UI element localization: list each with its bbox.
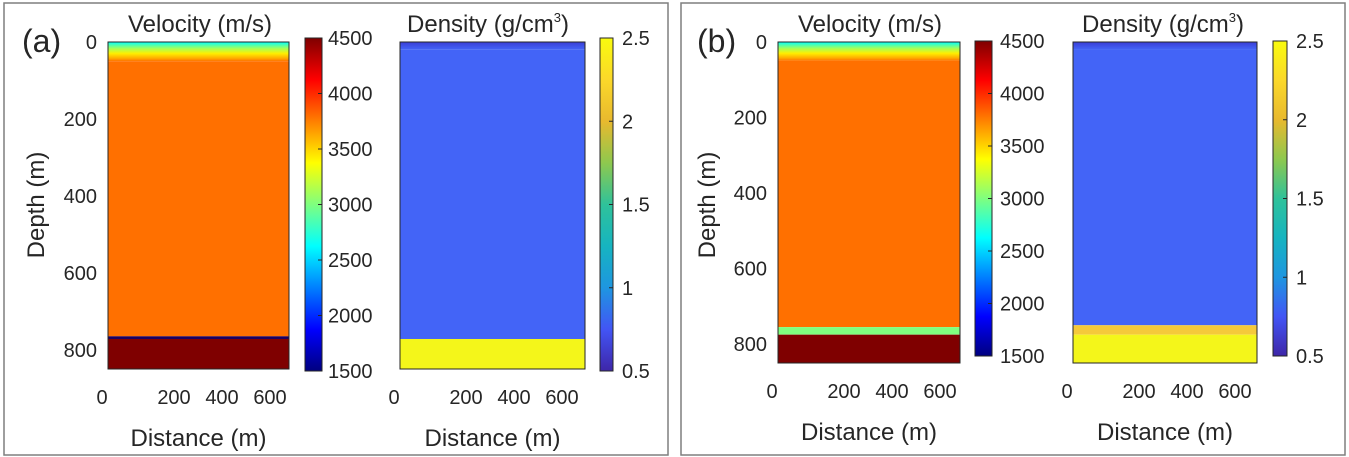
panel-b-density-xtick-label: 0 (1061, 381, 1072, 403)
panel-b-density-colorbar-tick-label: 1.5 (1296, 189, 1324, 211)
panel-a-velocity-ytick-label: 600 (64, 263, 97, 285)
panel-a-density-xtick-label: 200 (449, 387, 482, 409)
panel-a-velocity-xtick-label: 200 (157, 387, 190, 409)
panel-b-density-xlabel: Distance (m) (1097, 419, 1233, 446)
panel-a-density-axes-box (399, 41, 586, 370)
panel-b-velocity-colorbar-tick-label: 4500 (1000, 31, 1045, 53)
panel-b-velocity-layer-2 (778, 327, 960, 335)
panel-b-density-colorbar-tick-label: 2 (1296, 110, 1307, 132)
panel-a-velocity-ytick-label: 0 (86, 32, 97, 54)
panel-b-velocity-xtick-label: 600 (923, 381, 956, 403)
panel-a-density-colorbar-tick-label: 1 (622, 278, 633, 300)
panel-a-density-colorbar-tick-label: 2.5 (622, 28, 650, 50)
panel-b-density-colorbar-tick-label: 1 (1296, 267, 1307, 289)
panel-a-density-xtick-label: 400 (497, 387, 530, 409)
panel-a-velocity-layer-2 (108, 336, 289, 339)
panel-a-velocity-xtick-label: 600 (253, 387, 286, 409)
panel-b-density-axes-box (1072, 41, 1258, 364)
panel-a-velocity-colorbar-tick-label: 4500 (328, 28, 373, 50)
panel-a-velocity-xtick-label: 0 (96, 387, 107, 409)
panel-b-velocity-xtick-label: 400 (875, 381, 908, 403)
panel-b-density-xtick-label: 600 (1218, 381, 1251, 403)
panel-b-velocity-ytick-label: 800 (734, 334, 767, 356)
panel-b-velocity-xtick-label: 200 (827, 381, 860, 403)
panel-b-density-layer-3 (1073, 334, 1257, 363)
panel-b-velocity-ytick-label: 400 (734, 183, 767, 205)
panel-b-velocity-colorbar-tick-label: 4000 (1000, 84, 1045, 106)
panel-a-density-xtick-label: 0 (388, 387, 399, 409)
panel-a-density-layer-2 (400, 338, 585, 369)
panel-b-velocity-ytick-label: 200 (734, 108, 767, 130)
panel-a-velocity-xtick-label: 400 (205, 387, 238, 409)
panel-a-velocity-layer-3 (108, 338, 289, 369)
panel-a-velocity-ytick-label: 200 (64, 109, 97, 131)
panel-a-velocity-xlabel: Distance (m) (130, 425, 266, 452)
panel-b-velocity-colorbar-tick-label: 2000 (1000, 294, 1045, 316)
panel-b-label: (b) (697, 23, 736, 59)
panel-b-velocity-title: Velocity (m/s) (798, 11, 942, 38)
panel-b-density-xtick-label: 400 (1170, 381, 1203, 403)
panel-b-velocity-ytick-label: 600 (734, 259, 767, 281)
panel-a-density-layer-0 (400, 42, 585, 50)
panel-a-velocity-colorbar-tick-label: 2000 (328, 306, 373, 328)
panel-a-velocity-colorbar-tick-label: 3500 (328, 139, 373, 161)
panel-a-velocity-colorbar-tick-label: 4000 (328, 84, 373, 106)
panel-b-velocity-layer-1 (778, 60, 960, 328)
panel-b-velocity-xlabel: Distance (m) (801, 419, 937, 446)
panel-b-velocity-ytick-label: 0 (756, 32, 767, 54)
panel-b-velocity-xtick-label: 0 (766, 381, 777, 403)
panel-b-density-layer-0 (1073, 42, 1257, 50)
panel-a-density-title: Density (g/cm3) (407, 10, 569, 38)
panel-b-density-xtick-label: 200 (1122, 381, 1155, 403)
panel-b-density-colorbar-tick-label: 2.5 (1296, 31, 1324, 53)
panel-b-velocity-layer-0 (778, 42, 960, 61)
panel-b-velocity-colorbar-tick-label: 3000 (1000, 189, 1045, 211)
panel-b-velocity-colorbar-tick-label: 1500 (1000, 346, 1045, 368)
panel-a-velocity-ytick-label: 400 (64, 186, 97, 208)
panel-a-velocity-colorbar-tick-label: 3000 (328, 195, 373, 217)
panel-a-velocity-ytick-label: 800 (64, 340, 97, 362)
panel-a-velocity-axes-box (107, 41, 290, 370)
panel-a-velocity-colorbar-tick-label: 1500 (328, 361, 373, 383)
panel-b-density-layer-1 (1073, 49, 1257, 326)
panel-b-velocity-colorbar-tick-label: 3500 (1000, 136, 1045, 158)
panel-a-density-xtick-label: 600 (545, 387, 578, 409)
panel-a-density-colorbar-tick-label: 2 (622, 111, 633, 133)
panel-a-density-xlabel: Distance (m) (424, 425, 560, 452)
panel-a-density-layer-1 (400, 49, 585, 339)
panel-a-density-colorbar-tick-label: 0.5 (622, 361, 650, 383)
panel-b-density-colorbar-tick-label: 0.5 (1296, 346, 1324, 368)
panel-b-density-layer-2 (1073, 325, 1257, 335)
panel-a-frame (3, 2, 669, 456)
panel-a-ylabel: Depth (m) (23, 152, 50, 259)
panel-a-velocity-layer-0 (108, 42, 289, 62)
panel-b-velocity-colorbar-tick-label: 2500 (1000, 241, 1045, 263)
panel-b-frame (680, 2, 1346, 456)
panel-a-velocity-colorbar-tick-label: 2500 (328, 250, 373, 272)
panel-b-velocity-axes-box (777, 41, 961, 364)
panel-b-velocity-layer-3 (778, 334, 960, 363)
panel-a-density-colorbar-tick-label: 1.5 (622, 195, 650, 217)
panel-b-density-title: Density (g/cm3) (1082, 10, 1244, 38)
panel-b-ylabel: Depth (m) (694, 152, 721, 259)
panel-a-velocity-layer-1 (108, 61, 289, 337)
panel-a-velocity-title: Velocity (m/s) (128, 11, 272, 38)
panel-a-label: (a) (22, 23, 61, 59)
